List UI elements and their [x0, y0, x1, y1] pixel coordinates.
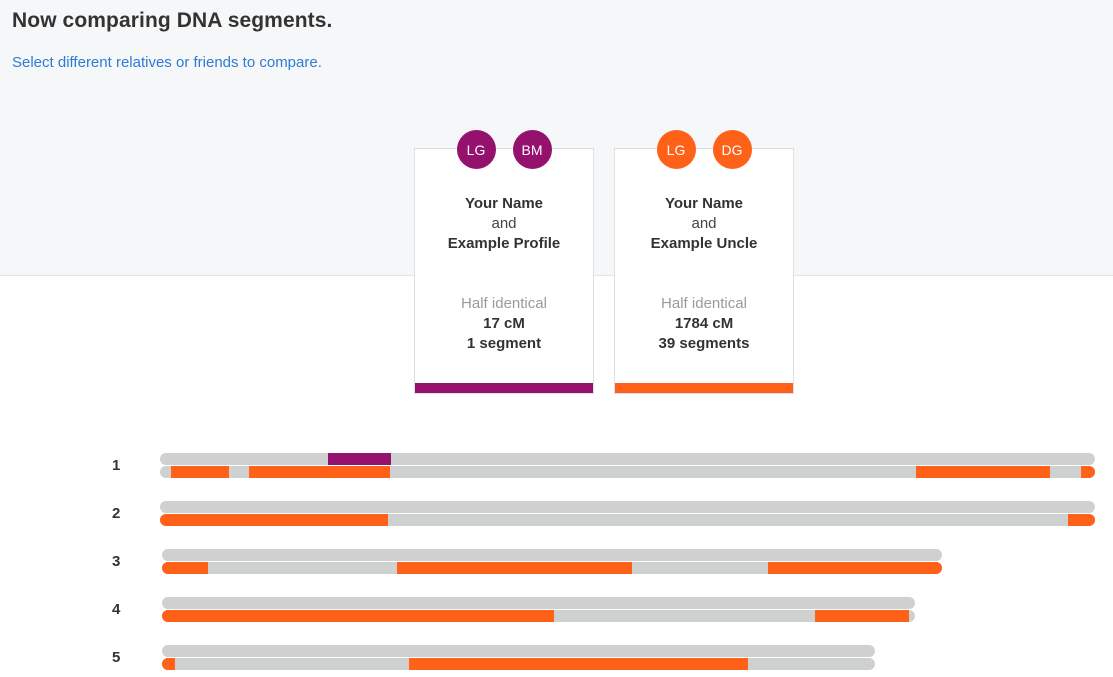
comparison-stats: Half identical 17 cM 1 segment: [415, 294, 593, 354]
chromosome-track: [160, 453, 1095, 465]
avatar: BM: [512, 130, 552, 169]
avatar: DG: [712, 130, 752, 169]
chromosome-row: 1: [0, 453, 1113, 479]
comparison-card[interactable]: LG BM Your Name and Example Profile Half…: [414, 130, 594, 394]
relation-label: Half identical: [461, 295, 547, 312]
comparison-names: Your Name and Example Profile: [415, 194, 593, 254]
shared-segment[interactable]: [396, 562, 633, 574]
chromosome-track: [162, 658, 876, 670]
segment-count: 1 segment: [466, 335, 542, 352]
shared-segment[interactable]: [162, 610, 555, 622]
shared-segment[interactable]: [767, 562, 942, 574]
comparison-names: Your Name and Example Uncle: [615, 194, 793, 254]
shared-segment[interactable]: [408, 658, 749, 670]
avatar-pair: LG BM: [415, 130, 593, 169]
shared-segment[interactable]: [328, 453, 391, 465]
person-a-name: Your Name: [664, 195, 744, 212]
card-color-bar: [615, 383, 793, 393]
shared-segment[interactable]: [814, 610, 910, 622]
avatar: LG: [456, 130, 496, 169]
select-relatives-link[interactable]: Select different relatives or friends to…: [12, 54, 322, 71]
person-b-name: Example Profile: [447, 235, 561, 252]
comparison-stats: Half identical 1784 cM 39 segments: [615, 294, 793, 354]
total-cm: 1784 cM: [674, 315, 734, 332]
chromosome-row: 5: [0, 645, 1113, 671]
relation-label: Half identical: [661, 295, 747, 312]
shared-segment[interactable]: [162, 562, 208, 574]
chromosome-track: [162, 562, 942, 574]
chromosome-number: 5: [112, 649, 121, 666]
chromosome-number: 1: [112, 457, 121, 474]
chromosome-track: [160, 501, 1095, 513]
segment-count: 39 segments: [658, 335, 750, 352]
chromosome-track: [162, 610, 915, 622]
conjunction: and: [691, 215, 717, 232]
chromosome-row: 3: [0, 549, 1113, 575]
chromosome-track: [162, 549, 942, 561]
chromosome-track: [160, 514, 1095, 526]
chromosome-track: [162, 597, 915, 609]
shared-segment[interactable]: [171, 466, 230, 478]
page-title: Now comparing DNA segments.: [12, 9, 333, 32]
shared-segment[interactable]: [1080, 466, 1095, 478]
shared-segment[interactable]: [248, 466, 390, 478]
avatar-pair: LG DG: [615, 130, 793, 169]
conjunction: and: [491, 215, 517, 232]
shared-segment[interactable]: [160, 514, 389, 526]
chromosome-number: 2: [112, 505, 121, 522]
chromosome-number: 3: [112, 553, 121, 570]
shared-segment[interactable]: [162, 658, 175, 670]
person-a-name: Your Name: [464, 195, 544, 212]
shared-segment[interactable]: [916, 466, 1051, 478]
total-cm: 17 cM: [483, 315, 525, 332]
shared-segment[interactable]: [1067, 514, 1095, 526]
comparison-card[interactable]: LG DG Your Name and Example Uncle Half i…: [614, 130, 794, 394]
person-b-name: Example Uncle: [650, 235, 758, 252]
avatar: LG: [656, 130, 696, 169]
chromosome-track: [160, 466, 1095, 478]
chromosome-row: 2: [0, 501, 1113, 527]
chromosome-number: 4: [112, 601, 121, 618]
card-color-bar: [415, 383, 593, 393]
chromosome-row: 4: [0, 597, 1113, 623]
chromosome-track: [162, 645, 876, 657]
